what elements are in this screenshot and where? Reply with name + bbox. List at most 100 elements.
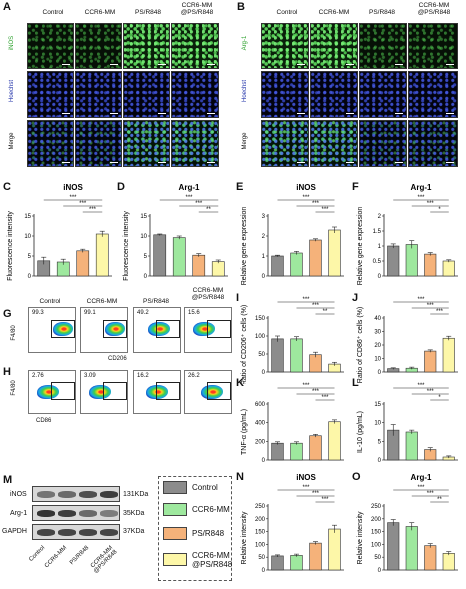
sig-label: * (438, 207, 441, 213)
scale-bar (207, 112, 215, 114)
y-tick-label: 10 (374, 357, 381, 363)
y-tick-label: 0 (262, 274, 266, 280)
micrograph-inos-control (27, 23, 74, 69)
y-axis-label: Ratio of CD206⁺ cells (%) (241, 305, 248, 384)
panel-a-row-label: iNOS (9, 35, 15, 51)
flow-percentage: 49.2 (137, 310, 149, 316)
panel-b-row-label: Hoechst (242, 80, 248, 103)
scale-bar (207, 63, 215, 65)
y-tick-label: 0 (378, 274, 382, 280)
scale-bar (395, 161, 403, 163)
scale-bar (62, 63, 70, 65)
legend-label: Control (192, 483, 218, 492)
micrograph-merge-ccr6mm (75, 120, 122, 167)
micrograph-hoechst-b-ccr6mm (310, 71, 358, 118)
sig-label: *** (417, 195, 425, 201)
sig-label: *** (436, 309, 444, 315)
sig-label: *** (312, 303, 320, 309)
panel-label-c: C (3, 181, 11, 193)
bar (309, 239, 322, 277)
sig-label: *** (321, 497, 329, 503)
y-tick-label: 0 (378, 568, 382, 574)
wb-band (58, 510, 76, 517)
micrograph-merge-b-ccr6mm (310, 120, 358, 167)
panel-label-a: A (3, 1, 11, 13)
panel-label-k: K (236, 377, 244, 389)
bar (328, 528, 341, 571)
flow-density-blob (148, 322, 170, 336)
micrograph-hoechst-combo (171, 71, 219, 118)
y-tick-label: 400 (255, 421, 266, 427)
sig-label: *** (185, 195, 193, 201)
wb-kda-label: 37KDa (123, 528, 145, 535)
y-tick-label: 1 (378, 244, 382, 250)
micrograph-hoechst-psr848 (123, 71, 170, 118)
bar (328, 421, 341, 461)
y-tick-label: 0 (262, 458, 266, 464)
y-tick-label: 10 (140, 234, 147, 240)
y-tick-label: 30 (374, 330, 381, 336)
panel-a-col-title: CCR6-MM @PS/R848 (180, 2, 214, 16)
flow-plot-g-combo: 15.6 (184, 307, 232, 353)
bar (290, 338, 303, 373)
y-tick-label: 0 (378, 370, 382, 376)
sig-label: *** (195, 201, 203, 207)
y-tick-label: 0 (28, 274, 32, 280)
panel-b-col-title: CCR6-MM @PS/R848 (417, 2, 451, 16)
scale-bar (346, 63, 354, 65)
chart-n-inos-relative-intensity: iNOS 0 50 100 150 200 250 Relative intensity ***… (241, 473, 344, 574)
y-tick-label: 150 (371, 530, 382, 536)
y-tick-label: 0 (378, 458, 382, 464)
flow-percentage: 16.2 (137, 373, 149, 379)
bar (405, 431, 418, 461)
legend-label: PS/R848 (192, 529, 225, 538)
sig-label: ** (323, 309, 328, 315)
scale-bar (297, 112, 305, 114)
scale-bar (395, 63, 403, 65)
flow-g-col-title: CCR6-MM (86, 298, 118, 305)
micrograph-hoechst-control (27, 71, 74, 118)
bar (328, 229, 341, 277)
micrograph-inos-psr848 (123, 23, 170, 69)
flow-density-blob (53, 322, 73, 336)
scale-bar (446, 112, 454, 114)
bar (271, 255, 284, 277)
flow-density-blob (105, 322, 125, 336)
panel-a-row-label: Hoechst (9, 80, 15, 103)
y-tick-label: 10 (374, 421, 381, 427)
sig-label: *** (417, 383, 425, 389)
y-tick-label: 100 (255, 334, 266, 340)
flow-plot-h-psr848: 16.2 (133, 370, 181, 414)
panel-label-n: N (236, 471, 244, 483)
panel-label-d: D (117, 181, 125, 193)
y-tick-label: 15 (140, 214, 147, 220)
y-tick-label: 200 (371, 517, 382, 523)
scale-bar (158, 112, 166, 114)
bar (424, 545, 437, 571)
panel-a-row-label: Merge (9, 132, 15, 150)
legend-label: CCR6-MM @PS/R848 (192, 551, 233, 569)
micrograph-merge-combo (171, 120, 219, 167)
panel-b-col-title: PS/R848 (368, 9, 396, 16)
panel-label-m: M (3, 474, 13, 486)
scale-bar (446, 161, 454, 163)
flow-gate (51, 320, 75, 338)
scale-bar (110, 63, 118, 65)
sig-label: *** (302, 383, 310, 389)
wb-band (58, 529, 76, 536)
wb-band (100, 491, 118, 498)
flow-percentage: 2.76 (32, 373, 44, 379)
panel-b-col-title: Control (276, 9, 298, 16)
chart-title: Arg-1 (179, 183, 200, 192)
y-axis-label: Relative intensity (241, 511, 248, 564)
flow-density-blob (146, 385, 168, 399)
flow-density-blob (37, 385, 59, 399)
flow-g-xlabel: CD206 (108, 356, 127, 362)
y-tick-label: 600 (255, 402, 266, 408)
flow-percentage: 3.09 (84, 373, 96, 379)
panel-a-col-title: CCR6-MM (84, 9, 116, 16)
